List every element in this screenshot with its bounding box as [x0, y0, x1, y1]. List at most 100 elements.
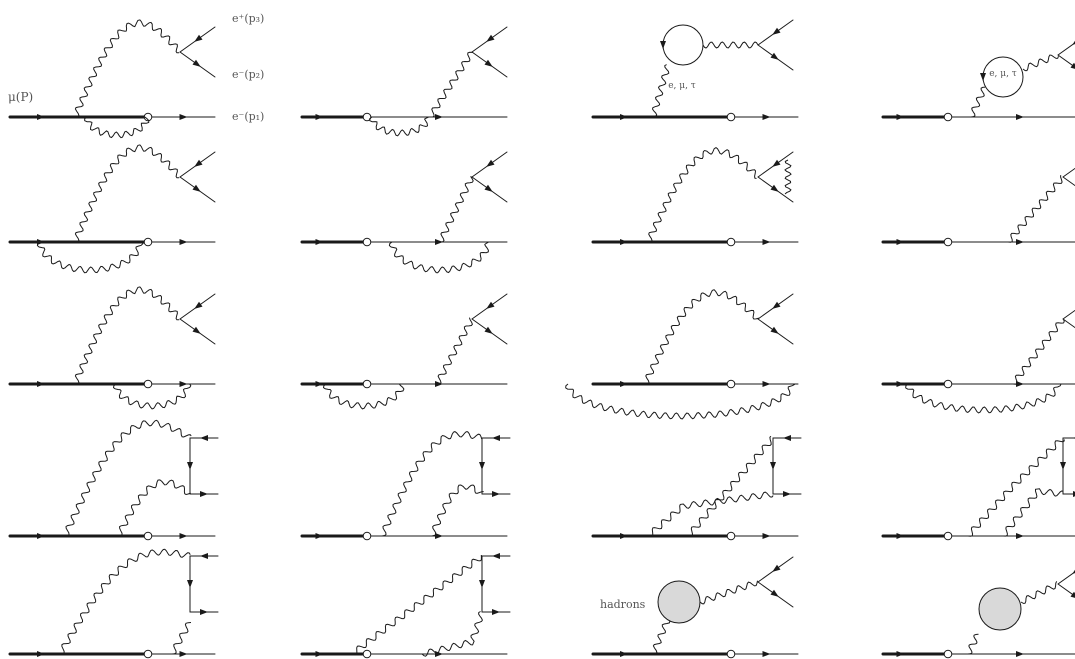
d1-2-vertex-photon: [36, 241, 144, 274]
d4-1-positron-line-arrow: [1072, 40, 1075, 45]
d4-3-photon: [1012, 319, 1065, 385]
d1-3-electron-p2-line-arrow: [192, 326, 201, 334]
d3-3-positron-line-arrow: [772, 301, 781, 309]
d3-5-photon-lower: [652, 619, 671, 655]
positron-label: e⁺(p₃): [232, 12, 264, 25]
d4-1-muon-line-arrow: [896, 114, 905, 120]
d4-4-muon-line-arrow: [896, 533, 905, 539]
d2-2-muon-line-arrow: [315, 239, 324, 245]
d4-5-electron-p2-line-arrow: [1070, 591, 1075, 598]
d3-5-electron-p2-line-arrow: [770, 589, 779, 597]
d1-2-electron-line-arrow: [179, 239, 188, 245]
d4-3-positron-line: [1062, 309, 1075, 320]
d2-1-photon: [430, 51, 473, 118]
d1-4-photon-inner: [117, 479, 191, 537]
d2-5-box-side-arrow: [479, 580, 485, 588]
d3-4-vertex: [726, 531, 736, 541]
d2-4-box-in-arrow: [492, 435, 500, 441]
d4-5-positron-line: [1057, 571, 1075, 585]
d1-3-positron-line-arrow: [194, 301, 203, 309]
d1-3-vertex: [143, 379, 153, 389]
hadrons-label: hadrons: [600, 598, 646, 611]
electron-p2-label: e⁻(p₂): [232, 68, 264, 81]
d3-3-electron-line-arrow: [762, 381, 771, 387]
d2-1-muon-line-arrow: [315, 114, 324, 120]
d3-4-photon-crossed-b: [687, 435, 772, 537]
d1-3-muon-line-arrow: [37, 381, 45, 387]
d1-4-electron-line-arrow: [179, 533, 188, 539]
d2-3-positron-line-arrow: [486, 301, 495, 309]
d4-1-photon-lower: [970, 86, 986, 118]
d4-1-electron-line-arrow: [1016, 114, 1024, 120]
muon-label: μ(P): [8, 90, 33, 104]
d3-5-electron-line-arrow: [762, 651, 771, 657]
d1-4-photon-outer: [64, 419, 192, 537]
d2-1-self-energy-photon: [369, 116, 429, 137]
d4-3-vertex: [943, 379, 953, 389]
d2-4-muon-line-arrow: [315, 533, 324, 539]
d1-4-vertex: [143, 531, 153, 541]
d2-5-vertex: [362, 649, 372, 659]
d3-5-positron-line-arrow: [772, 564, 781, 572]
d3-4-box-out-arrow: [783, 491, 791, 497]
d3-5-muon-line-arrow: [620, 651, 628, 657]
lepton-loop-label-col3: e, μ, τ: [668, 81, 696, 91]
d3-1-lepton-loop-arrow: [660, 41, 666, 49]
d4-4-photon-crossed-a: [967, 439, 1065, 537]
d4-2-vertex: [943, 237, 953, 247]
d1-1-photon: [74, 19, 180, 118]
d2-4-box-out-arrow: [492, 491, 500, 497]
d3-1-vertex: [726, 112, 736, 122]
d3-5-vertex: [726, 649, 736, 659]
d2-2-positron-line-arrow: [486, 159, 495, 167]
d1-5-box-out-arrow: [200, 609, 208, 615]
d1-3-electron-photon: [112, 383, 192, 410]
d2-3-vertex: [362, 379, 372, 389]
d3-4-photon-crossed-a: [647, 491, 774, 538]
d1-4-box-side-arrow: [187, 462, 193, 470]
d1-1-positron-line-arrow: [194, 34, 203, 42]
d4-2-muon-line-arrow: [896, 239, 905, 245]
d1-5-photon-inner: [171, 622, 192, 655]
d3-4-muon-line-arrow: [620, 533, 628, 539]
d4-1-lepton-loop-arrow: [980, 73, 986, 81]
d1-5-box-in-arrow: [200, 553, 208, 559]
d1-2-photon: [74, 144, 180, 243]
d3-2-final-photon: [784, 159, 792, 195]
d4-3-long-photon: [905, 383, 1062, 414]
d3-3-long-photon: [565, 383, 795, 420]
d2-3-photon: [436, 317, 473, 385]
d2-3-muon-photon: [322, 383, 405, 410]
d4-3-muon-line-arrow: [896, 381, 905, 387]
d2-4-box-side-arrow: [479, 462, 485, 470]
d2-2-photon: [439, 176, 474, 243]
electron-p1-label: e⁻(p₁): [232, 110, 264, 123]
d1-3-electron-line-arrow: [179, 381, 188, 387]
d1-5-box-side-arrow: [187, 580, 193, 588]
d2-5-box-out-arrow: [492, 609, 500, 615]
d4-5-photon-upper: [1020, 581, 1058, 604]
d4-5-muon-line-arrow: [896, 651, 905, 657]
d2-5-photon-outer: [351, 554, 482, 656]
d4-2-positron-line: [1062, 167, 1075, 178]
d3-3-vertex: [726, 379, 736, 389]
d2-5-box-in-arrow: [492, 553, 500, 559]
d4-5-vertex: [943, 649, 953, 659]
d4-2-electron-line-arrow: [1016, 239, 1024, 245]
d4-5-electron-p2-line: [1057, 583, 1075, 597]
d4-5-photon-lower: [967, 633, 979, 655]
d2-4-photon-inner: [431, 484, 484, 537]
d3-2-muon-line-arrow: [620, 239, 628, 245]
d1-1-muon-line-arrow: [37, 114, 45, 120]
d1-5-electron-line-arrow: [179, 651, 188, 657]
d1-5-vertex: [143, 649, 153, 659]
d1-1-electron-line-arrow: [179, 114, 188, 120]
d1-4-box-out-arrow: [200, 491, 208, 497]
d3-3-photon: [644, 289, 760, 385]
d2-4-electron-line-arrow: [435, 533, 443, 539]
d2-2-vertex: [362, 237, 372, 247]
d4-5-hadronic-blob: [978, 587, 1022, 631]
d3-2-electron-line-arrow: [762, 239, 771, 245]
d1-2-muon-line-arrow: [37, 239, 45, 245]
